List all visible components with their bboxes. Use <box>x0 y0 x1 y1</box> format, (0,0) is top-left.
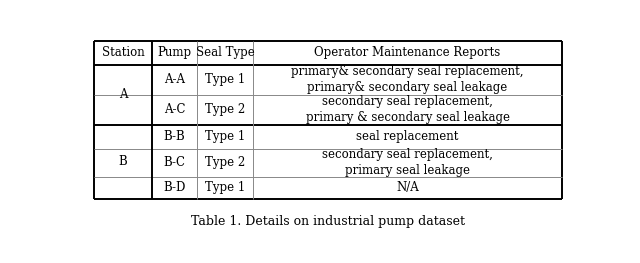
Text: Operator Maintenance Reports: Operator Maintenance Reports <box>314 46 500 59</box>
Text: B: B <box>119 155 127 168</box>
Text: B-D: B-D <box>163 181 186 194</box>
Text: Seal Type: Seal Type <box>196 46 254 59</box>
Text: Type 2: Type 2 <box>205 103 245 116</box>
Text: primary& secondary seal replacement,
primary& secondary seal leakage: primary& secondary seal replacement, pri… <box>291 65 524 94</box>
Text: Station: Station <box>102 46 145 59</box>
Text: Pump: Pump <box>157 46 192 59</box>
Text: seal replacement: seal replacement <box>356 130 459 143</box>
Text: Type 1: Type 1 <box>205 130 245 143</box>
Text: Table 1. Details on industrial pump dataset: Table 1. Details on industrial pump data… <box>191 215 465 229</box>
Text: Type 1: Type 1 <box>205 181 245 194</box>
Text: B-B: B-B <box>164 130 186 143</box>
Text: secondary seal replacement,
primary seal leakage: secondary seal replacement, primary seal… <box>322 148 493 177</box>
Text: N/A: N/A <box>396 181 419 194</box>
Text: secondary seal replacement,
primary & secondary seal leakage: secondary seal replacement, primary & se… <box>305 95 509 124</box>
Text: Type 1: Type 1 <box>205 73 245 86</box>
Text: Type 2: Type 2 <box>205 156 245 169</box>
Text: A-A: A-A <box>164 73 185 86</box>
Text: A: A <box>119 88 127 101</box>
Text: B-C: B-C <box>164 156 186 169</box>
Text: A-C: A-C <box>164 103 186 116</box>
